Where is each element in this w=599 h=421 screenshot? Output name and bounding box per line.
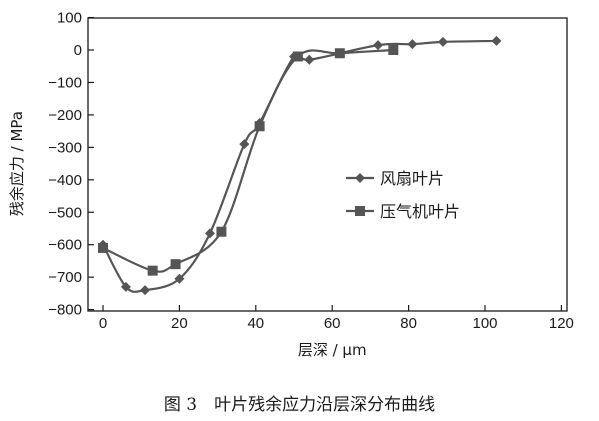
diamond-marker <box>491 35 502 46</box>
square-marker <box>170 259 181 270</box>
x-tick-label: 0 <box>99 315 107 332</box>
y-tick-label: −800 <box>48 302 82 319</box>
square-marker <box>388 45 399 55</box>
x-tick-label: 120 <box>549 315 574 332</box>
diamond-marker <box>239 139 250 150</box>
series-line <box>102 39 497 293</box>
square-marker <box>254 121 265 132</box>
series-fan-blade <box>98 35 502 296</box>
diamond-marker <box>120 281 131 292</box>
y-axis-title: 残余应力 / MPa <box>8 111 26 216</box>
axis-ticks: 0 20 40 60 80 100 120 100 0 −100 −200 −300 −400 −500 −… <box>48 10 574 332</box>
y-tick-label: −300 <box>48 139 82 156</box>
y-tick-label: −700 <box>48 269 82 286</box>
diamond-marker <box>204 228 215 239</box>
diamond-marker <box>174 273 185 284</box>
square-marker <box>147 265 158 276</box>
square-marker <box>216 226 227 237</box>
x-tick-label: 20 <box>171 315 188 332</box>
square-marker <box>334 48 345 59</box>
series-layer <box>98 35 502 296</box>
diamond-marker <box>437 36 448 47</box>
x-tick-label: 100 <box>472 315 497 332</box>
diamond-marker <box>140 285 151 296</box>
x-tick-label: 60 <box>324 315 341 332</box>
y-tick-label: −500 <box>48 204 82 221</box>
legend-marker <box>355 173 365 183</box>
y-tick-label: −200 <box>48 107 82 124</box>
diamond-marker <box>373 40 384 51</box>
square-marker <box>292 51 303 62</box>
x-tick-label: 40 <box>247 315 264 332</box>
x-axis-title: 层深 / μm <box>298 341 367 359</box>
y-tick-label: −400 <box>48 172 82 189</box>
y-tick-label: −600 <box>48 237 82 254</box>
series-compressor-blade <box>98 45 399 276</box>
series-line <box>102 48 394 273</box>
legend-entry-label: 风扇叶片 <box>380 169 444 188</box>
figure-caption: 图 3 叶片残余应力沿层深分布曲线 <box>163 395 436 415</box>
diamond-marker <box>304 54 315 65</box>
y-tick-label: 0 <box>74 42 82 59</box>
diamond-marker <box>407 39 418 50</box>
legend-marker <box>355 206 365 216</box>
x-tick-label: 80 <box>400 315 417 332</box>
y-tick-label: 100 <box>57 10 82 27</box>
legend-entry-label: 压气机叶片 <box>380 202 460 221</box>
y-tick-label: −100 <box>48 74 82 91</box>
square-marker <box>98 242 108 253</box>
plot-area-frame <box>87 17 568 312</box>
